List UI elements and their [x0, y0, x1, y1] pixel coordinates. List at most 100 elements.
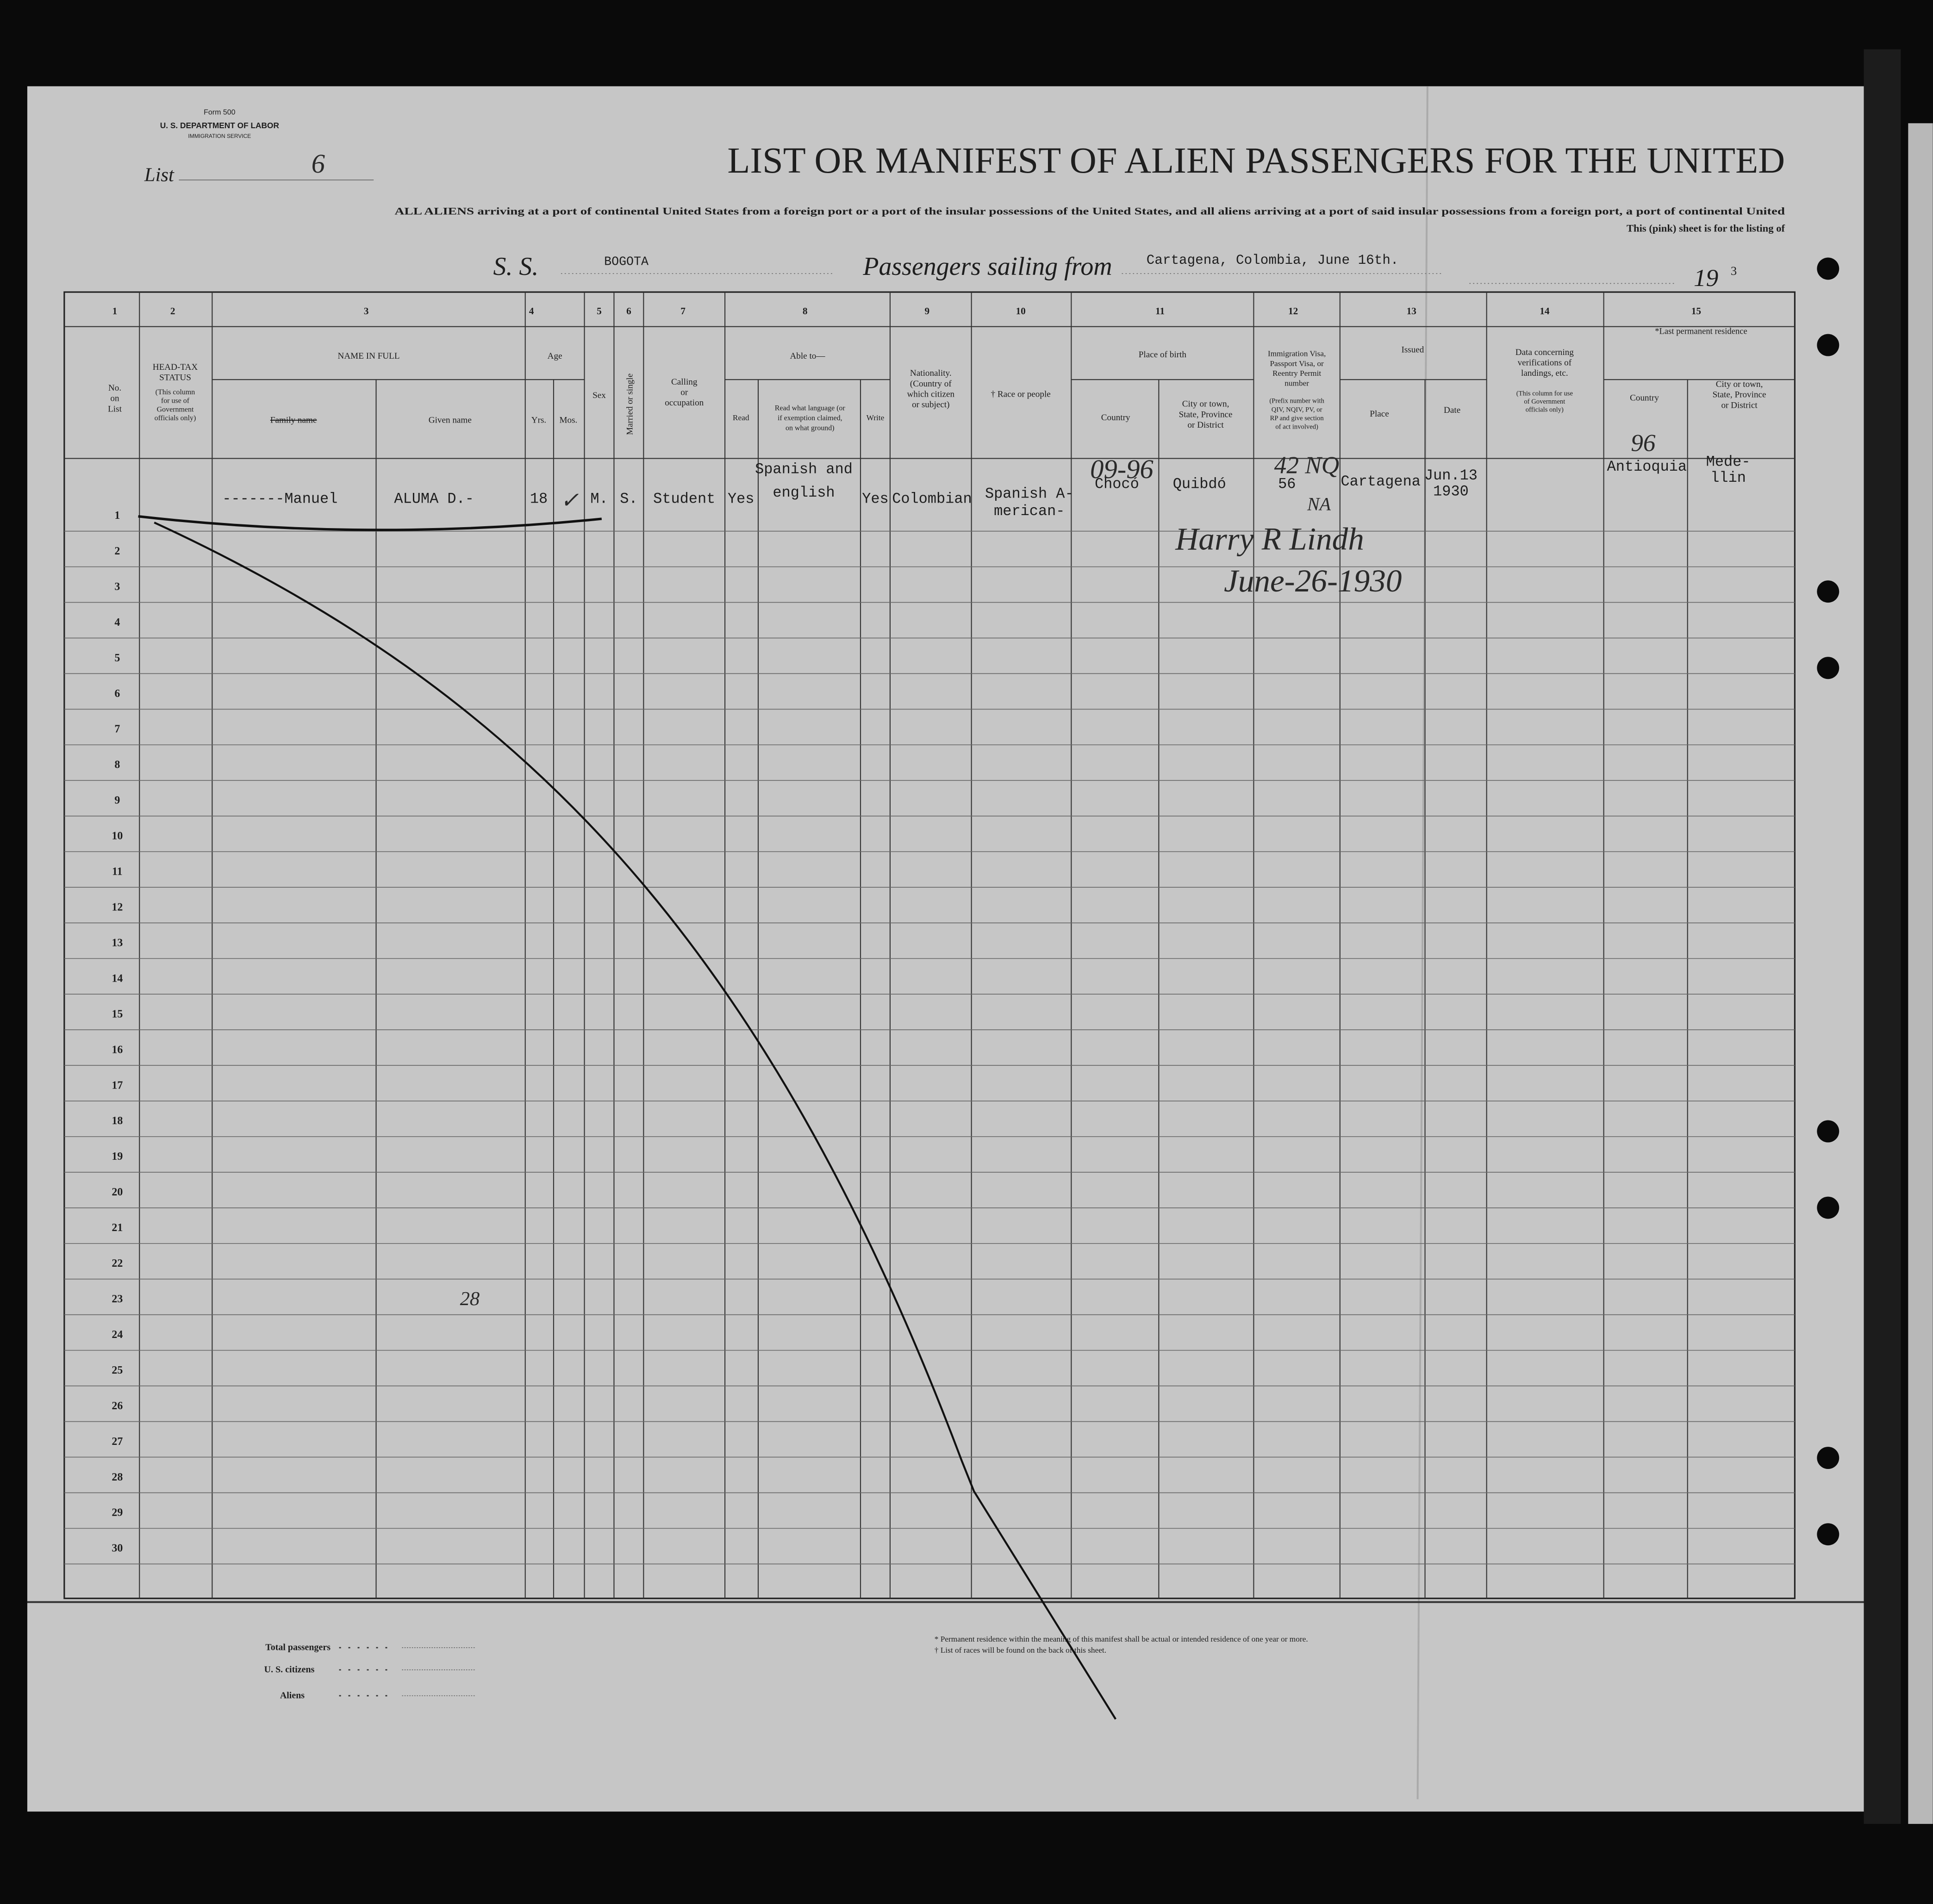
column-heading: No. — [108, 383, 121, 393]
column-number: 7 — [680, 305, 686, 317]
column-number: 3 — [364, 305, 369, 317]
race: Spanish A- — [985, 485, 1074, 503]
list-label: List — [144, 164, 175, 186]
row-number: 1 — [114, 510, 120, 522]
language: Spanish and — [755, 461, 853, 478]
sex: M. — [590, 490, 608, 507]
hole — [1817, 257, 1839, 280]
hole — [1817, 657, 1839, 679]
footnote: * Permanent residence within the meaning… — [935, 1635, 1308, 1643]
issued-date: 1930 — [1433, 483, 1469, 500]
column-number: 15 — [1691, 305, 1701, 317]
sub-heading: City or town, — [1716, 380, 1763, 389]
column-heading: NAME IN FULL — [338, 351, 400, 361]
handwritten-signature: Harry R Lindh — [1175, 521, 1364, 557]
row-number: 30 — [112, 1543, 123, 1555]
nationality: Colombian — [892, 490, 972, 507]
column-number: 12 — [1288, 305, 1298, 317]
row-number: 17 — [112, 1079, 123, 1091]
row-number: 16 — [112, 1044, 123, 1056]
row-number: 21 — [112, 1222, 123, 1234]
column-number: 9 — [924, 305, 929, 317]
column-note: (This column for use — [1516, 390, 1573, 398]
race: merican- — [994, 503, 1065, 520]
age-years: 18 — [530, 490, 548, 507]
column-note: of act involved) — [1275, 423, 1318, 431]
sub-heading: Country — [1101, 413, 1130, 423]
hole — [1817, 1447, 1839, 1469]
subtitle: ALL ALIENS arriving at a port of contine… — [394, 205, 1785, 217]
handwritten-count: 28 — [460, 1288, 480, 1310]
column-heading: Married or single — [625, 373, 635, 435]
column-heading: STATUS — [159, 373, 191, 382]
column-heading: Reentry Permit — [1272, 369, 1321, 378]
sub-heading: Yrs. — [531, 415, 546, 425]
department: U. S. DEPARTMENT OF LABOR — [160, 121, 280, 130]
punch-holes — [1817, 257, 1839, 1546]
issued-place: Cartagena — [1341, 473, 1421, 490]
hole — [1817, 580, 1839, 603]
row-number: 26 — [112, 1400, 123, 1412]
sub-heading: Country — [1630, 393, 1659, 403]
hole — [1817, 1523, 1839, 1546]
column-heading: † Race or people — [991, 389, 1051, 399]
row-number: 6 — [114, 688, 120, 700]
column-heading: Sex — [592, 391, 606, 400]
column-note: QIV, NQIV, PV, or — [1272, 406, 1322, 413]
column-heading: number — [1285, 379, 1309, 387]
occupation: Student — [653, 490, 715, 507]
column-heading: or subject) — [912, 400, 949, 410]
document-title: LIST OR MANIFEST OF ALIEN PASSENGERS FOR… — [727, 140, 1785, 181]
column-number: 2 — [170, 305, 175, 317]
given-name: ALUMA D.- — [394, 490, 474, 507]
column-note: officials only) — [1526, 406, 1564, 413]
column-note: RP and give section — [1270, 415, 1324, 422]
hole — [1817, 334, 1839, 356]
check-mark: ✓ — [561, 488, 579, 513]
column-heading: occupation — [665, 398, 704, 408]
handwritten-code: 96 — [1631, 429, 1656, 457]
column-heading: Able to— — [790, 351, 825, 361]
column-heading: Immigration Visa, — [1268, 349, 1326, 358]
row-number: 5 — [114, 652, 120, 664]
column-number: 13 — [1407, 305, 1416, 317]
column-number: 11 — [1155, 305, 1165, 317]
sub-heading: State, Province — [1713, 390, 1766, 400]
language: english — [773, 484, 835, 501]
subtitle-end: This (pink) sheet is for the listing of — [1627, 223, 1785, 234]
sub-heading: Read what language (or — [775, 404, 846, 412]
row-number: 14 — [112, 972, 123, 984]
list-number: 6 — [312, 149, 325, 179]
birth-country: Chocó — [1095, 475, 1139, 492]
row-number: 13 — [112, 937, 123, 949]
column-heading: Issued — [1401, 345, 1424, 355]
row-number: 20 — [112, 1186, 123, 1198]
sailing-label: Passengers sailing from — [862, 252, 1112, 281]
next-page-edge — [1908, 123, 1933, 1824]
column-heading: Nationality. — [910, 368, 952, 378]
column-heading: Passport Visa, or — [1270, 359, 1324, 368]
column-heading: which citizen — [907, 389, 954, 399]
year-label: 19 — [1694, 264, 1718, 292]
row-number: 25 — [112, 1364, 123, 1376]
issued-date: Jun.13 — [1424, 467, 1478, 484]
sub-heading: State, Province — [1179, 410, 1233, 419]
column-heading: HEAD-TAX — [153, 362, 198, 372]
column-number: 4 — [529, 305, 534, 317]
family-name: -------Manuel — [222, 490, 337, 507]
birth-city: Quibdó — [1173, 475, 1226, 492]
column-note: (This column — [156, 388, 195, 396]
residence-city: llin — [1710, 469, 1746, 486]
row-number: 10 — [112, 830, 123, 842]
column-heading: or — [680, 387, 688, 397]
footer-label: U. S. citizens — [264, 1664, 315, 1674]
column-number: 8 — [803, 305, 808, 317]
row-number: 2 — [114, 545, 120, 557]
column-heading: (Country of — [910, 379, 952, 389]
column-note: officials only) — [155, 414, 196, 422]
column-number: 14 — [1540, 305, 1550, 317]
paper-fold — [1416, 86, 1428, 1799]
hole — [1817, 1196, 1839, 1219]
column-note: for use of — [161, 397, 190, 405]
